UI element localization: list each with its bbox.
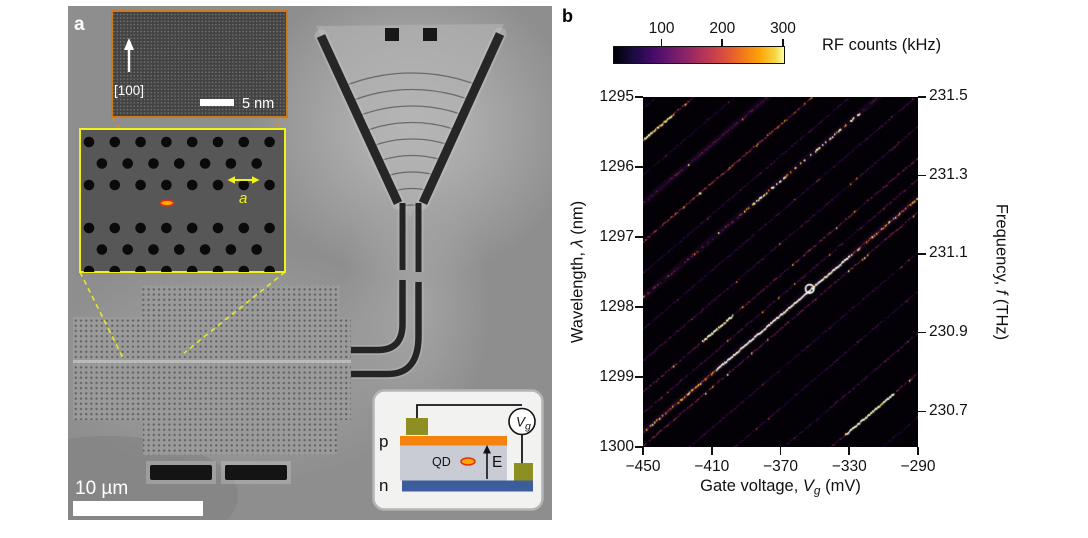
heatmap-plot [643,97,918,447]
y-tick-label-left: 1298 [599,297,634,315]
n-contact [514,463,533,482]
diode-schematic-inset: Vg p n QD E [372,389,544,511]
y-tick-left [635,306,643,308]
y-axis-label-left: Wavelength, λ (nm) [568,200,587,344]
colorbar-tick [721,39,724,46]
quantum-dot-marker [159,199,175,207]
y-tick-label-left: 1295 [599,87,634,105]
colorbar-tick-label: 100 [648,20,675,37]
x-tick [917,447,919,455]
voltage-source-symbol [508,407,536,436]
phc-inset: a [79,128,286,273]
x-axis-label: Gate voltage, Vg (mV) [700,477,861,498]
photonic-crystal-membrane [73,285,351,455]
n-label: n [379,476,388,495]
y-tick-label-right: 231.5 [929,87,968,105]
y-axis-label-right: Frequency, f (THz) [992,203,1011,341]
zoom-connector-yellow [79,271,286,359]
x-tick [710,447,713,455]
y-tick-label-right: 230.9 [929,323,968,341]
x-tick-label: −370 [763,458,798,475]
tem-scalebar [200,99,234,106]
tem-scalebar-label: 5 nm [242,96,274,112]
y-tick-right [918,253,926,255]
x-tick-label: −330 [831,458,867,475]
alignment-mark-right [423,28,437,41]
y-tick-left [635,166,643,168]
lattice-constant-label: a [239,190,247,207]
vg-label: Vg [516,415,531,433]
colorbar-tick-label: 200 [709,20,736,37]
sem-scalebar [73,501,203,516]
y-tick-left [635,236,643,238]
qd-label: QD [432,455,451,469]
x-tick-label: −410 [694,458,730,475]
w1-waveguide-line [73,360,351,363]
panel-a-label: a [74,14,85,35]
x-tick [642,447,644,455]
y-tick-left [635,96,643,98]
y-tick-left [635,376,643,378]
e-field-label: E [492,454,502,471]
x-tick-label: −450 [625,458,661,475]
n-layer [402,480,533,492]
etched-trench-right [225,465,287,480]
y-tick-left [635,446,643,448]
qd-symbol [460,457,476,466]
y-tick-label-left: 1297 [599,227,634,245]
p-contact [406,418,428,435]
p-layer [400,436,507,446]
y-tick-right [918,410,926,413]
x-tick-label: −290 [900,458,936,475]
y-tick-right [918,96,926,98]
etched-trench-left [150,465,212,480]
sem-scalebar-label: 10 µm [75,478,128,499]
y-tick-label-left: 1296 [599,157,634,175]
y-tick-label-right: 231.1 [929,244,968,262]
crystal-direction-label: [100] [114,83,144,98]
panel-b-label: b [562,6,573,26]
sem-graphic: [100] 5 nm a [0,0,578,538]
circuit-wire-top [416,404,522,419]
x-tick [848,447,851,455]
nanobeam-waveguide-trenches [351,203,422,378]
y-tick-right [918,331,926,334]
p-label: p [379,432,388,451]
panel-a-sem-image: [100] 5 nm a [0,0,578,538]
alignment-mark-left [385,28,399,41]
y-tick-label-left: 1299 [599,367,634,385]
y-tick-label-left: 1300 [599,437,634,455]
colorbar-label: RF counts (kHz) [822,36,942,54]
phc-holes [83,136,275,272]
y-tick-label-right: 230.7 [929,401,968,419]
colorbar-tick [782,39,784,46]
heatmap-canvas [643,97,918,447]
colorbar-tick-label: 300 [770,20,796,37]
y-splitter-trenches [316,32,505,205]
colorbar [613,46,785,64]
y-tick-label-right: 231.3 [929,165,968,183]
colorbar-tick [660,39,663,46]
x-tick [779,447,782,455]
y-tick-right [918,174,926,177]
tem-inset: [100] 5 nm [111,10,288,118]
